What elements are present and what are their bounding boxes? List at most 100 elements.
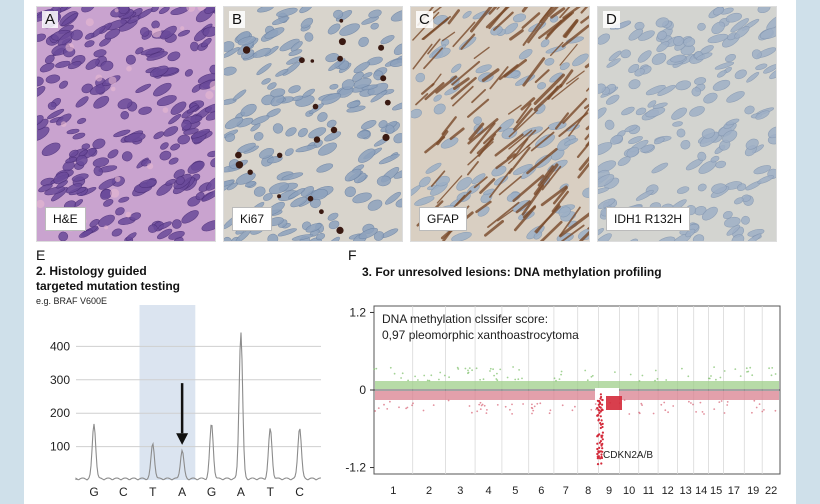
chromosome-label-5: 5: [512, 485, 518, 497]
base-label-1: C: [119, 485, 128, 499]
right-frame-bar: [796, 0, 820, 504]
panel-he: A H&E: [36, 6, 216, 242]
chromosome-label-7: 7: [563, 485, 569, 497]
cdkn2a-point: [599, 426, 602, 430]
cdkn2a-point: [599, 450, 603, 453]
chromosome-label-1: 1: [390, 485, 396, 497]
chromosome-label-22: 22: [765, 485, 777, 497]
cdkn2a-point: [599, 422, 602, 425]
cdkn2a-point: [600, 443, 603, 446]
panel-letter-c: C: [416, 11, 433, 28]
panel-gfap: C GFAP: [410, 6, 590, 242]
base-label-2: T: [149, 485, 157, 499]
cdkn2a-point: [597, 418, 600, 421]
chromosome-label-17: 17: [728, 485, 740, 497]
cdkn2a-point: [600, 395, 603, 399]
y-tick-label-0: 100: [50, 440, 70, 454]
cnv-y-tick-2: -1.2: [345, 461, 366, 475]
cdkn2a-point: [598, 405, 601, 408]
chromosome-label-4: 4: [485, 485, 491, 497]
panel-letter-d: D: [603, 11, 620, 28]
cdkn2a-point: [600, 453, 603, 456]
section-e-title-line1: 2. Histology guided: [36, 264, 147, 278]
cdkn2a-point: [600, 423, 603, 426]
cdkn2a-point: [596, 452, 599, 456]
cdkn2a-point: [597, 409, 601, 412]
base-label-0: G: [89, 485, 98, 499]
chromosome-label-14: 14: [695, 485, 707, 497]
cdkn2a-point: [599, 440, 602, 443]
copy-number-plot: 1.2 0 -1.2 CDKN2A/B DNA methylation clssifer…: [345, 305, 781, 497]
panel-letter-a: A: [42, 11, 59, 28]
cdkn2a-label: CDKN2A/B: [603, 450, 653, 461]
y-tick-label-2: 300: [50, 373, 70, 387]
cdkn2a-point: [597, 450, 600, 453]
chromosome-label-8: 8: [585, 485, 591, 497]
cdkn2a-point: [596, 455, 599, 458]
chromosome-label-3: 3: [457, 485, 463, 497]
classifier-score-line2: 0,97 pleomorphic xanthoastrocytoma: [382, 328, 579, 342]
chromosome-label-13: 13: [679, 485, 691, 497]
cdkn2a-point: [596, 399, 599, 402]
cdkn2a-point: [596, 447, 599, 451]
chromosome-label-2: 2: [426, 485, 432, 497]
y-tick-label-3: 400: [50, 339, 70, 353]
cdkn2a-point: [601, 438, 604, 441]
section-f-title: 3. For unresolved lesions: DNA methylati…: [362, 265, 662, 279]
gain-band: [375, 381, 779, 389]
stain-label-idh1: IDH1 R132H: [606, 207, 691, 231]
cdkn2a-point: [599, 457, 602, 460]
cdkn2a-point: [600, 462, 603, 465]
highlight-band: [139, 305, 196, 480]
cdkn2a-point: [598, 446, 601, 449]
cdkn2a-point: [596, 442, 599, 445]
base-label-5: A: [237, 485, 245, 499]
stain-label-ki67: Ki67: [232, 207, 273, 231]
cdkn2a-point: [598, 433, 601, 436]
cdkn2a-point: [600, 419, 603, 422]
sanger-sequencing-chart: 100 200 300 400 G C T A G A T C: [50, 305, 321, 499]
base-label-4: G: [207, 485, 216, 499]
gfap-histology-image: [411, 7, 589, 241]
cdkn2a-point: [598, 441, 601, 444]
cdkn2a-point: [596, 457, 599, 460]
he-histology-image: [37, 7, 215, 241]
panel-idh1: D IDH1 R132H: [597, 6, 777, 242]
cdkn2a-point: [599, 393, 602, 396]
cdkn2a-point: [596, 407, 599, 410]
y-tick-label-1: 200: [50, 406, 70, 420]
stain-label-gfap: GFAP: [419, 207, 468, 231]
classifier-score-line1: DNA methylation clssifer score:: [382, 312, 548, 326]
cnv-y-tick-0: 1.2: [349, 305, 366, 319]
cdkn2a-point: [601, 431, 604, 434]
chromosome-label-19: 19: [747, 485, 759, 497]
cdkn2a-point: [599, 415, 602, 418]
cdkn2a-point: [596, 463, 600, 466]
panel-ki67: B Ki67: [223, 6, 403, 242]
chr9-loss-block: [606, 396, 622, 410]
section-letter-e: E: [36, 247, 46, 263]
panel-letter-b: B: [229, 11, 246, 28]
cdkn2a-point: [601, 398, 604, 402]
cdkn2a-point: [600, 434, 603, 437]
loss-band: [375, 391, 779, 400]
cdkn2a-point: [601, 425, 604, 429]
ki67-histology-image: [224, 7, 402, 241]
base-label-7: C: [295, 485, 304, 499]
cnv-y-tick-1: 0: [359, 383, 366, 397]
cdkn2a-point: [601, 447, 604, 450]
sequence-trace: [75, 332, 321, 481]
mutation-arrow-head: [176, 433, 189, 445]
chromosome-label-15: 15: [710, 485, 722, 497]
chromosome-label-11: 11: [643, 485, 654, 497]
cdkn2a-point: [598, 401, 602, 404]
stain-label-he: H&E: [45, 207, 86, 231]
left-frame-bar: [0, 0, 24, 504]
cdkn2a-point: [596, 414, 599, 417]
cdkn2a-point: [600, 455, 603, 458]
cdkn2a-point: [601, 403, 604, 406]
cdkn2a-point: [598, 411, 601, 415]
chromosome-label-12: 12: [662, 485, 674, 497]
chromosome-label-9: 9: [606, 485, 612, 497]
idh1-histology-image: [598, 7, 776, 241]
